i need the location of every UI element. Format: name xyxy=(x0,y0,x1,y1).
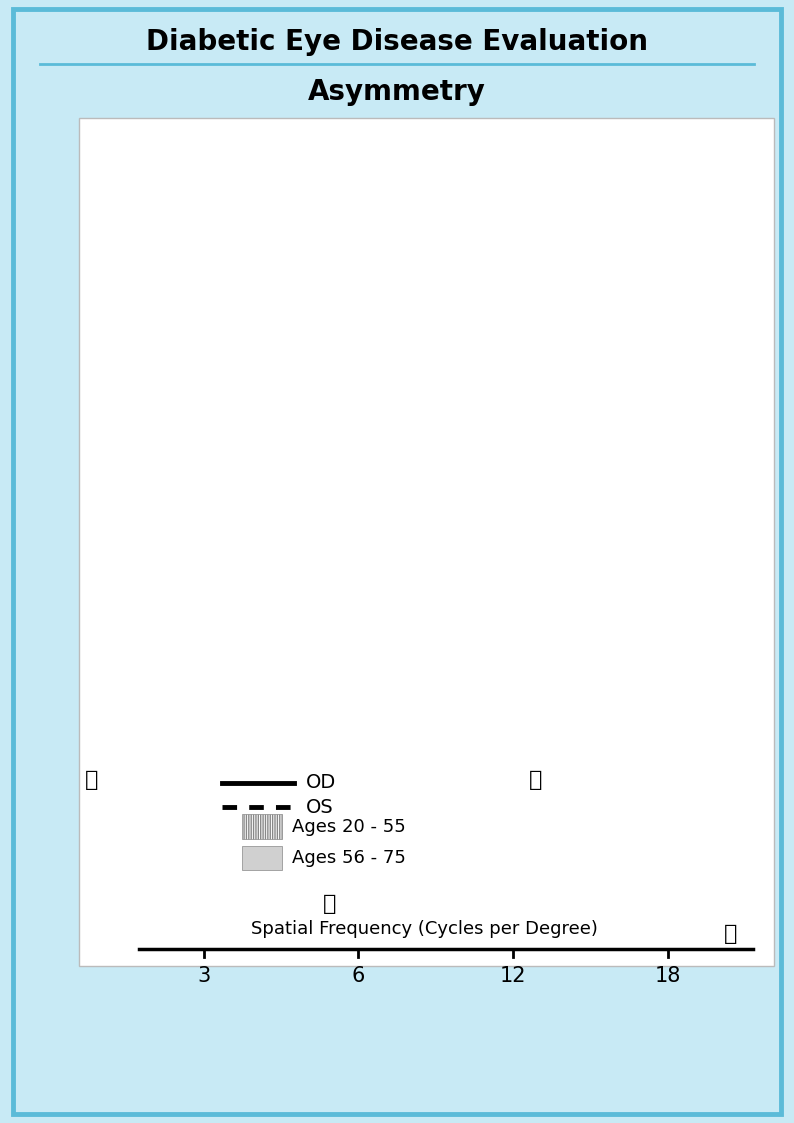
Bar xyxy=(242,814,282,839)
Text: Ⓐ: Ⓐ xyxy=(85,770,98,791)
Text: 8: 8 xyxy=(661,254,671,272)
Text: Spatial Frequency (Cycles per Degree): Spatial Frequency (Cycles per Degree) xyxy=(252,920,598,938)
Text: OS: OS xyxy=(306,798,333,816)
Text: Ages 20 - 55: Ages 20 - 55 xyxy=(292,818,406,836)
Text: OD: OD xyxy=(306,774,336,792)
Text: Ⓑ: Ⓑ xyxy=(323,894,336,914)
Text: 4: 4 xyxy=(507,596,517,614)
Text: Diabetic Eye Disease Evaluation: Diabetic Eye Disease Evaluation xyxy=(146,28,648,55)
Text: 5: 5 xyxy=(661,510,671,529)
FancyBboxPatch shape xyxy=(13,9,781,1114)
Text: 18: 18 xyxy=(654,966,681,986)
Text: 7: 7 xyxy=(198,339,209,357)
Text: 12: 12 xyxy=(500,966,526,986)
Text: 8: 8 xyxy=(507,254,517,272)
Text: Ⓓ: Ⓓ xyxy=(724,924,737,944)
Text: Ages 56 - 75: Ages 56 - 75 xyxy=(292,849,406,867)
Text: 4: 4 xyxy=(353,596,363,614)
Text: 6: 6 xyxy=(352,966,365,986)
Text: 3: 3 xyxy=(197,966,210,986)
Text: 6: 6 xyxy=(507,424,517,442)
Text: 6: 6 xyxy=(661,424,671,442)
Text: 5: 5 xyxy=(507,510,517,529)
Text: 1: 1 xyxy=(507,852,517,870)
Text: 5: 5 xyxy=(198,510,209,529)
Text: 2: 2 xyxy=(661,767,671,785)
Text: 6: 6 xyxy=(353,424,363,442)
Text: Asymmetry: Asymmetry xyxy=(308,79,486,106)
Text: 2: 2 xyxy=(507,767,517,785)
Text: 7: 7 xyxy=(353,339,363,357)
Bar xyxy=(79,118,774,966)
Text: 6: 6 xyxy=(198,424,209,442)
Text: 3: 3 xyxy=(507,682,517,700)
Text: 3: 3 xyxy=(198,682,209,700)
Text: 8: 8 xyxy=(353,254,363,272)
Text: 5: 5 xyxy=(353,510,363,529)
Text: Ⓒ: Ⓒ xyxy=(530,770,542,791)
Text: 7: 7 xyxy=(507,339,517,357)
Text: 7: 7 xyxy=(661,339,671,357)
Text: 4: 4 xyxy=(661,596,671,614)
Text: 4: 4 xyxy=(198,596,209,614)
Text: 1: 1 xyxy=(661,852,671,870)
Text: 3: 3 xyxy=(661,682,671,700)
Bar xyxy=(242,846,282,870)
